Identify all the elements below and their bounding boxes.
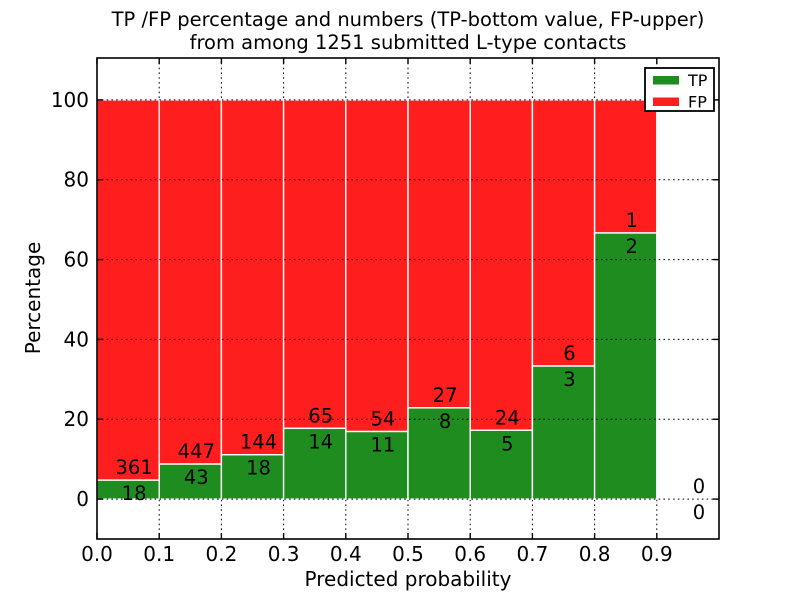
y-tick-label: 80	[64, 168, 89, 192]
fp-count-label: 65	[308, 404, 333, 427]
bar-fp-segment	[345, 99, 409, 433]
x-tick-label: 0.6	[454, 542, 486, 566]
bar-tp-segment	[407, 407, 471, 500]
x-tick-label: 0.5	[392, 542, 424, 566]
x-tick-label: 0.7	[516, 542, 548, 566]
legend: TP FP	[644, 67, 715, 112]
y-tick-label: 40	[64, 327, 89, 351]
y-tick-label: 60	[64, 248, 89, 272]
fp-count-label: 1	[625, 209, 637, 232]
bar-tp-segment	[593, 232, 658, 500]
x-tick-label: 0.4	[330, 542, 362, 566]
y-tick-label: 20	[64, 407, 89, 431]
legend-swatch-tp	[653, 76, 679, 85]
fp-count-label: 27	[433, 384, 458, 407]
tp-count-label: 18	[122, 482, 147, 505]
legend-swatch-fp	[653, 97, 679, 106]
legend-box	[644, 67, 715, 112]
x-tick-label: 0.9	[641, 542, 673, 566]
y-tick-label: 0	[76, 487, 89, 511]
tp-count-label: 18	[246, 457, 271, 480]
y-tick-label: 100	[51, 88, 89, 112]
fp-count-label: 144	[240, 431, 277, 454]
bar-tp-segment	[469, 429, 534, 500]
x-tick-label: 0.3	[268, 542, 300, 566]
tick-marks	[96, 58, 719, 539]
tp-count-label: 11	[370, 434, 395, 457]
y-axis-label: Percentage	[21, 242, 45, 355]
x-tick-label: 0.2	[205, 542, 237, 566]
x-axis-label: Predicted probability	[305, 567, 512, 591]
bar-fp-segment	[158, 99, 223, 465]
fp-count-label: 24	[495, 406, 520, 429]
tp-count-label: 3	[563, 368, 575, 391]
bar-tp-segment	[282, 427, 347, 500]
bar-fp-segment	[96, 99, 160, 481]
count-annotations: 361 18 447 43 144 18 65 14 54 11 27 8 24 5 6 3 1 2 0 0	[115, 209, 705, 524]
x-tick-label: 0.8	[579, 542, 611, 566]
fp-count-label: 0	[693, 475, 705, 498]
tp-count-label: 2	[625, 235, 637, 258]
bar-fp-segment	[282, 99, 347, 430]
fp-count-label: 54	[370, 408, 395, 431]
tp-count-label: 5	[501, 432, 513, 455]
bar-fp-segment	[469, 99, 534, 431]
bar-fp-segment	[407, 99, 471, 409]
fp-count-label: 447	[178, 440, 215, 463]
tp-count-label: 14	[308, 430, 333, 453]
tp-count-label: 8	[439, 410, 451, 433]
chart-title-line2: from among 1251 submitted L-type contact…	[190, 31, 627, 54]
chart-title-line1: TP /FP percentage and numbers (TP-bottom…	[111, 8, 705, 31]
bar-fp-segment	[220, 99, 285, 456]
tp-count-label: 0	[693, 501, 705, 524]
x-tick-label: 0.0	[81, 542, 113, 566]
tick-labels: 0.0 0.1 0.2 0.3 0.4 0.5 0.6 0.7 0.8 0.9 0 20 40 60 80 1…	[51, 88, 673, 566]
tp-count-label: 43	[184, 466, 209, 489]
legend-label-tp: TP	[687, 71, 708, 90]
bar-tp-segment	[220, 454, 285, 500]
x-tick-label: 0.1	[143, 542, 175, 566]
fp-count-label: 6	[563, 342, 575, 365]
bar-fp-segment	[593, 99, 658, 234]
bars	[96, 99, 658, 500]
fp-count-label: 361	[115, 456, 152, 479]
bar-fp-segment	[531, 99, 596, 367]
legend-label-fp: FP	[688, 93, 707, 112]
